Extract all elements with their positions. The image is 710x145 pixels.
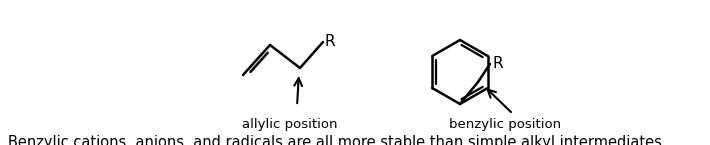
Text: benzylic position: benzylic position — [449, 118, 561, 131]
Text: R: R — [492, 57, 503, 71]
Text: R: R — [325, 35, 336, 49]
Text: allylic position: allylic position — [242, 118, 338, 131]
Text: Benzylic cations, anions, and radicals are all more stable than simple alkyl int: Benzylic cations, anions, and radicals a… — [8, 135, 667, 145]
